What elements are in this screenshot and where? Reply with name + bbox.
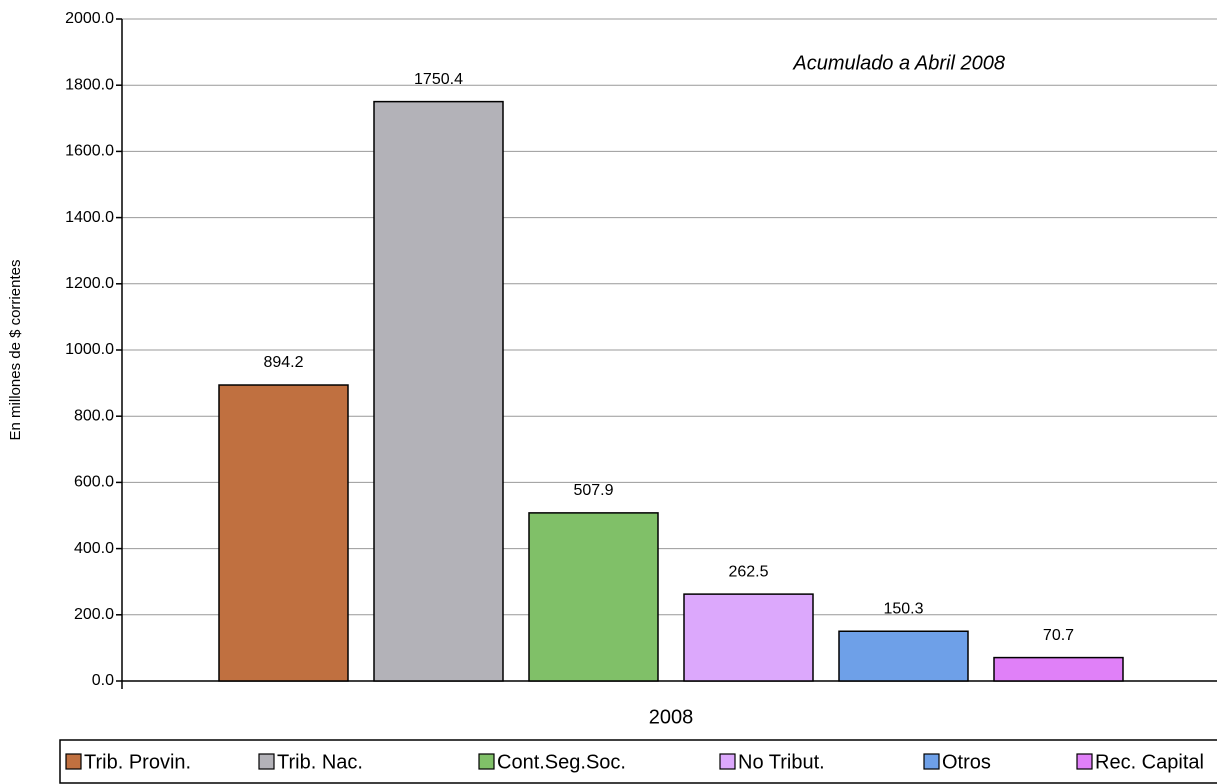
y-axis-label: En millones de $ corrientes [7, 260, 24, 441]
legend-swatch [923, 753, 940, 770]
y-tick-label: 0.0 [92, 672, 114, 689]
legend-box [59, 739, 1217, 784]
y-tick-label: 200.0 [74, 606, 114, 623]
legend-swatch [478, 753, 495, 770]
bar [838, 630, 969, 682]
y-tick-label: 800.0 [74, 407, 114, 424]
bar [373, 100, 504, 682]
legend-label: Rec. Capital [1095, 751, 1204, 773]
data-label: 70.7 [1043, 627, 1074, 644]
legend-swatch [258, 753, 275, 770]
annotation: Acumulado a Abril 2008 [792, 52, 1005, 74]
bar [528, 512, 659, 682]
legend-swatch [719, 753, 736, 770]
data-label: 894.2 [263, 354, 303, 371]
y-tick-label: 600.0 [74, 474, 114, 491]
y-tick-label: 1600.0 [65, 143, 114, 160]
y-tick-label: 1200.0 [65, 275, 114, 292]
y-tick-label: 400.0 [74, 540, 114, 557]
y-tick-label: 2000.0 [65, 10, 114, 27]
data-label: 507.9 [573, 482, 613, 499]
legend-swatch [1076, 753, 1093, 770]
y-tick-label: 1800.0 [65, 76, 114, 93]
legend-label: Cont.Seg.Soc. [497, 751, 626, 773]
legend-label: Trib. Nac. [277, 751, 363, 773]
data-label: 150.3 [883, 600, 923, 617]
legend-label: No Tribut. [738, 751, 825, 773]
y-tick-label: 1400.0 [65, 209, 114, 226]
legend-label: Trib. Provin. [84, 751, 191, 773]
bar [218, 384, 349, 682]
bar [683, 593, 814, 682]
data-label: 262.5 [728, 563, 768, 580]
legend-label: Otros [942, 751, 991, 773]
legend-swatch [65, 753, 82, 770]
bar [993, 656, 1124, 682]
x-tick-label: 2008 [649, 706, 694, 728]
data-label: 1750.4 [414, 71, 463, 88]
y-tick-label: 1000.0 [65, 341, 114, 358]
